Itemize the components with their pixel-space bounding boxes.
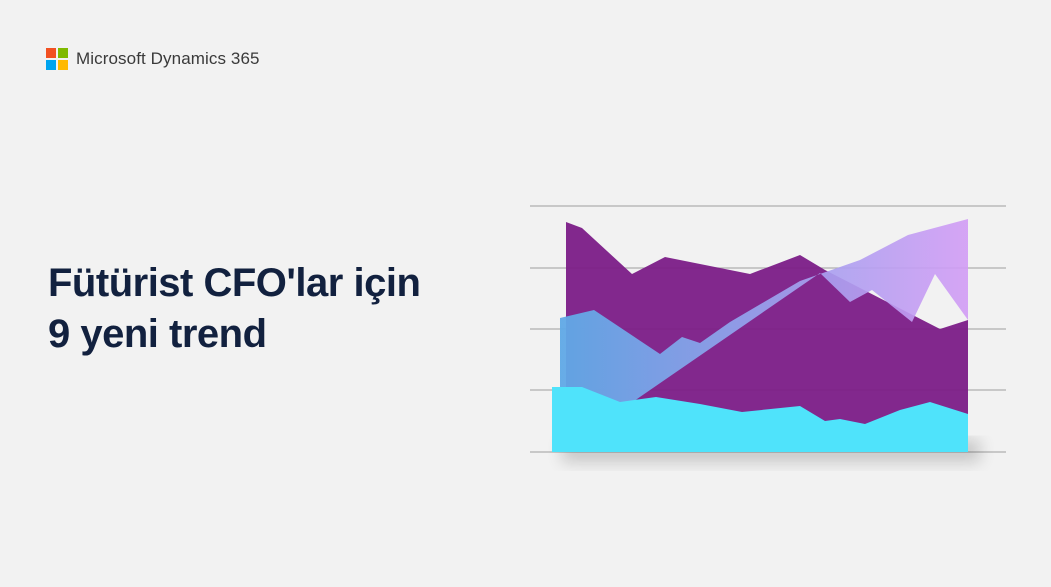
brand-name: Microsoft Dynamics 365 <box>76 49 260 68</box>
title-line-2: 9 yeni trend <box>48 312 267 356</box>
logo-square-red <box>46 48 56 58</box>
title-line-1: Fütürist CFO'lar için <box>48 261 421 305</box>
page-title: Fütürist CFO'lar için 9 yeni trend <box>48 258 421 360</box>
microsoft-logo-icon <box>46 48 68 70</box>
logo-square-green <box>58 48 68 58</box>
purple-area <box>566 222 968 452</box>
cyan-area <box>552 387 968 452</box>
logo-square-blue <box>46 60 56 70</box>
logo-square-yellow <box>58 60 68 70</box>
brand-header: Microsoft Dynamics 365 <box>46 48 260 70</box>
area-chart-illustration <box>530 205 1006 462</box>
lavender-area <box>560 219 968 452</box>
